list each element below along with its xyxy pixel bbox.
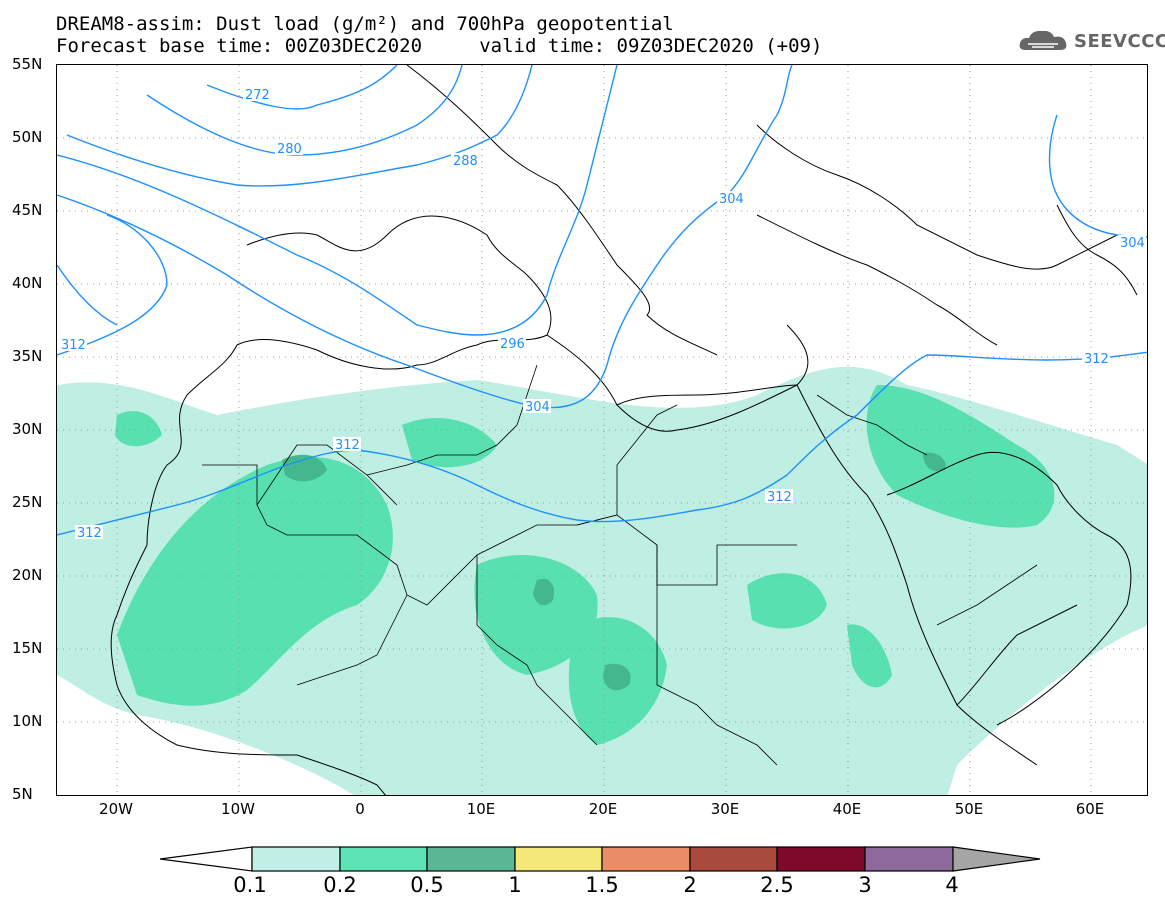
colorbar-label-0-1: 0.1 bbox=[233, 873, 267, 897]
graticule bbox=[57, 65, 1147, 795]
lat-label-35n: 35N bbox=[12, 347, 43, 365]
colorbar-label-1-5: 1.5 bbox=[585, 873, 619, 897]
lat-label-25n: 25N bbox=[12, 493, 43, 511]
colorbar-segment-0-2 bbox=[339, 846, 428, 872]
colorbar-segment-1 bbox=[514, 846, 603, 872]
map-subtitle-times: Forecast base time: 00Z03DEC2020 valid t… bbox=[56, 35, 823, 57]
logo-text: SEEVCCC bbox=[1074, 30, 1165, 52]
lon-label-50e: 50E bbox=[954, 800, 984, 818]
geopotential-contours bbox=[57, 65, 1147, 536]
lat-label-30n: 30N bbox=[12, 420, 43, 438]
colorbar-high-arrow bbox=[952, 846, 1041, 872]
colorbar-segment-2 bbox=[689, 846, 778, 872]
map-canvas: 272 280 288 296 304 304 304 312 312 312 … bbox=[57, 65, 1147, 795]
colorbar-segment-1-5 bbox=[601, 846, 691, 872]
colorbar-segment-0-1 bbox=[251, 846, 341, 872]
contour-label-272: 272 bbox=[245, 88, 270, 103]
dust-load-colorbar bbox=[160, 846, 1041, 872]
contour-label-bg bbox=[275, 141, 303, 155]
map-title: DREAM8-assim: Dust load (g/m²) and 700hP… bbox=[56, 13, 674, 35]
colorbar-label-1: 1 bbox=[508, 873, 522, 897]
cloud-icon bbox=[1019, 30, 1067, 50]
coastlines bbox=[110, 65, 1138, 795]
lon-label-30e: 30E bbox=[710, 800, 740, 818]
dust-layer-0-5 bbox=[282, 452, 946, 691]
dust-layer-0-2 bbox=[115, 385, 1055, 745]
seevccc-logo: SEEVCCC bbox=[1018, 28, 1165, 54]
lat-label-5n: 5N bbox=[12, 785, 33, 803]
colorbar-low-arrow bbox=[160, 846, 253, 872]
lat-label-15n: 15N bbox=[12, 639, 43, 657]
colorbar-segment-3 bbox=[864, 846, 954, 872]
dust-map[interactable]: 272 280 288 296 304 304 304 312 312 312 … bbox=[56, 64, 1148, 796]
lon-label-0: 0 bbox=[355, 800, 365, 818]
lon-label-20e: 20E bbox=[588, 800, 618, 818]
contour-label-bg bbox=[333, 437, 361, 451]
contour-label-bg bbox=[59, 337, 87, 351]
contour-label-312-c: 312 bbox=[767, 490, 792, 505]
colorbar-label-4: 4 bbox=[945, 873, 959, 897]
contour-label-304-a: 304 bbox=[525, 400, 550, 415]
contour-label-312-d: 312 bbox=[1084, 352, 1109, 367]
lat-label-40n: 40N bbox=[12, 274, 43, 292]
contour-label-312-b: 312 bbox=[335, 438, 360, 453]
contour-label-bg bbox=[523, 399, 551, 413]
lon-label-10e: 10E bbox=[466, 800, 496, 818]
contour-label-288: 288 bbox=[453, 154, 478, 169]
lon-label-60e: 60E bbox=[1075, 800, 1105, 818]
contour-label-312-a: 312 bbox=[61, 338, 86, 353]
colorbar-label-0-5: 0.5 bbox=[410, 873, 444, 897]
lon-label-10w: 10W bbox=[221, 800, 255, 818]
lat-label-10n: 10N bbox=[12, 712, 43, 730]
lat-label-50n: 50N bbox=[12, 128, 43, 146]
contour-label-304-b: 304 bbox=[719, 192, 744, 207]
geopotential-contour-labels: 272 280 288 296 304 304 304 312 312 312 … bbox=[59, 87, 1146, 541]
contour-label-bg bbox=[1118, 235, 1146, 249]
lat-label-45n: 45N bbox=[12, 201, 43, 219]
contour-label-312-e: 312 bbox=[77, 526, 102, 541]
lon-label-40e: 40E bbox=[832, 800, 862, 818]
lon-label-20w: 20W bbox=[99, 800, 133, 818]
contour-label-bg bbox=[451, 153, 479, 167]
contour-label-bg bbox=[765, 489, 793, 503]
colorbar-segment-0-5 bbox=[426, 846, 516, 872]
contour-label-304-c: 304 bbox=[1120, 236, 1145, 251]
colorbar-label-2: 2 bbox=[683, 873, 697, 897]
contour-label-bg bbox=[717, 191, 745, 205]
lat-label-55n: 55N bbox=[12, 55, 43, 73]
contour-label-280: 280 bbox=[277, 142, 302, 157]
contour-label-bg bbox=[498, 336, 526, 350]
contour-label-296: 296 bbox=[500, 337, 525, 352]
contour-label-bg bbox=[1082, 351, 1110, 365]
contour-label-bg bbox=[75, 525, 103, 539]
contour-label-bg bbox=[243, 87, 269, 101]
colorbar-label-0-2: 0.2 bbox=[323, 873, 357, 897]
colorbar-label-3: 3 bbox=[858, 873, 872, 897]
colorbar-segment-2-5 bbox=[776, 846, 866, 872]
lat-label-20n: 20N bbox=[12, 566, 43, 584]
colorbar-label-2-5: 2.5 bbox=[760, 873, 794, 897]
